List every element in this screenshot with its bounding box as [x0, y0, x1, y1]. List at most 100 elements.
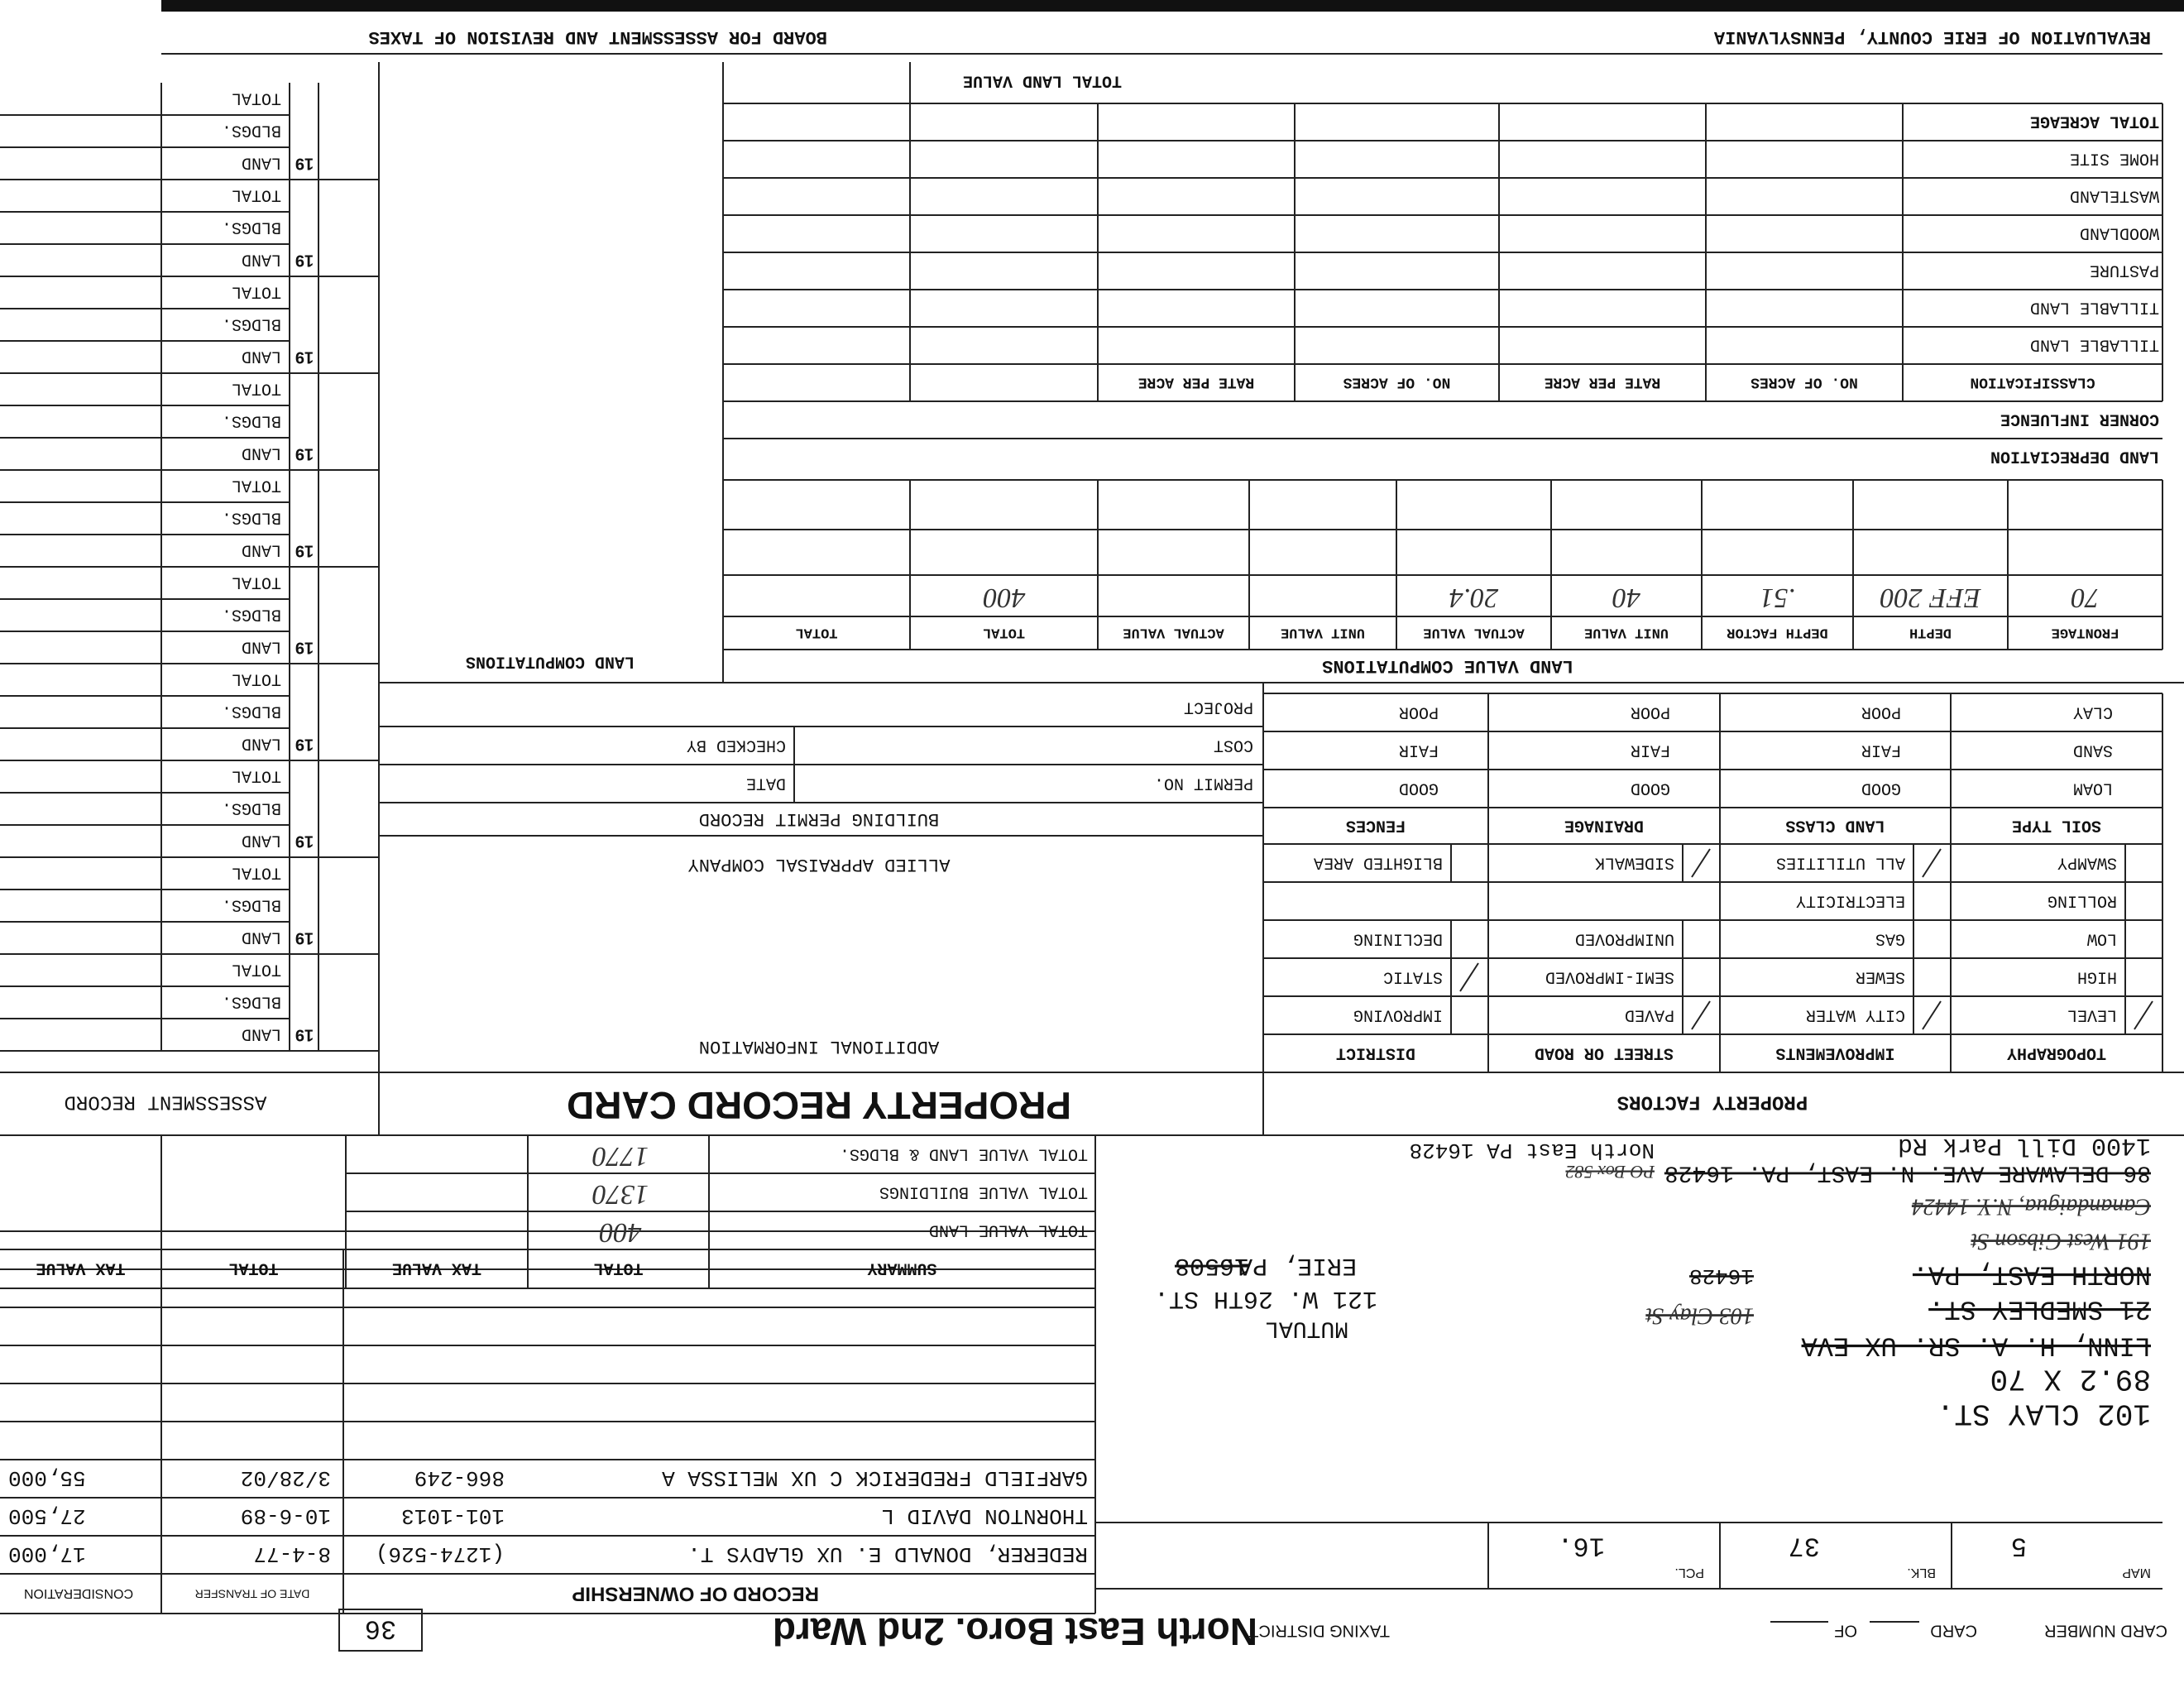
card-number-label: CARD NUMBER [2044, 1622, 2167, 1640]
soil-option: LOAM [2073, 779, 2113, 798]
year-prefix: 19 [295, 348, 314, 367]
additional-title: ADDITIONAL INFORMATION [699, 1036, 939, 1057]
land-value-header: DEPTH FACTOR [1726, 625, 1827, 640]
address-line: 89.2 X 70 [1990, 1361, 2151, 1395]
permit-label: COST [1214, 736, 1253, 755]
factor-option: LEVEL [2067, 1005, 2117, 1024]
owner-book: 101-1013 [401, 1503, 505, 1528]
land-value-total: 400 [984, 583, 1026, 613]
consideration: 17,000 [8, 1542, 86, 1566]
soil-option: GOOD [1631, 779, 1670, 798]
factor-option: BLIGHTED AREA [1314, 853, 1443, 872]
class-label: WASTELAND [2070, 186, 2159, 205]
assessment-row-label: LAND [242, 250, 281, 269]
land-value-entry: 40 [1612, 583, 1640, 613]
factor-option: SIDEWALK [1595, 853, 1674, 872]
check-mark [1922, 1000, 1942, 1030]
soil-header: LAND CLASS [1785, 816, 1885, 835]
pcl: 16. [1557, 1531, 1605, 1561]
address-line: 102 CLAY ST. [1937, 1396, 2151, 1430]
box [338, 1609, 423, 1652]
address-line: MUTUAL [1265, 1316, 1348, 1341]
corner-influence: CORNER INFLUENCE [2000, 410, 2159, 429]
address-line: Canandaigua, N.Y. 14424 [1912, 1194, 2151, 1220]
address-line: 191 West Gibson St [1970, 1229, 2151, 1254]
address-line: North East PA 16428 [1410, 1138, 1655, 1163]
assessment-row-label: LAND [242, 831, 281, 850]
address-line: LINN, H. A. SR. UX EVA [1801, 1331, 2151, 1361]
factor-option: ROLLING [2048, 891, 2117, 910]
assessment-row-label: TOTAL [232, 669, 281, 688]
soil-option: POOR [1861, 703, 1901, 722]
land-value-header: TOTAL [983, 625, 1025, 640]
check-mark [1922, 848, 1942, 878]
land-depreciation: LAND DEPRECIATION [1990, 447, 2159, 466]
class-label: HOME SITE [2070, 149, 2159, 168]
summary-header: SUMMARY [867, 1259, 936, 1278]
check-mark [2134, 1000, 2153, 1030]
address-line: 103 Clay St [1645, 1303, 1754, 1329]
transfer-date: 8-4-77 [253, 1542, 331, 1566]
factor-option: SEMI-IMPROVED [1545, 967, 1674, 986]
year-prefix: 19 [295, 155, 314, 173]
summary-value: 1770 [592, 1141, 649, 1172]
card-title: PROPERTY RECORD CARD [567, 1084, 1071, 1127]
assessment-record-title: ASSESSMENT RECORD [65, 1091, 267, 1113]
assessment-row-label: BLDGS. [222, 992, 281, 1011]
factor-option: IMPROVING [1353, 1005, 1443, 1024]
class-header: NO. OF ACRES [1343, 373, 1450, 390]
card-upright: REVALUATION OF ERIE COUNTY, PENNSYLVANIA… [0, 0, 2184, 1653]
blk: 37 [1789, 1531, 1820, 1561]
year-prefix: 19 [295, 736, 314, 754]
permit-label: PROJECT [1184, 698, 1253, 717]
assessment-row-label: LAND [242, 444, 281, 463]
year-prefix: 19 [295, 929, 314, 947]
soil-header: DRAINAGE [1564, 816, 1644, 835]
class-label: TOTAL ACREAGE [2030, 112, 2159, 131]
assessment-row-label: TOTAL [232, 185, 281, 204]
summary-header: TOTAL [228, 1259, 278, 1278]
address-line: 21 SMEDLEY ST. [1928, 1294, 2151, 1325]
factor-option: UNIMPROVED [1575, 929, 1674, 948]
transfer-date: 3/28/02 [241, 1465, 331, 1490]
factor-option: STATIC [1383, 967, 1443, 986]
summary-header: TOTAL [593, 1259, 643, 1278]
land-value-entry: EFF 200 [1880, 583, 1982, 613]
company: ALLIED APPRAISAL COMPANY [688, 854, 951, 875]
owner-name: REDERER, DONALD E. UX GLADYS T. [687, 1542, 1088, 1566]
soil-option: CLAY [2073, 703, 2113, 722]
assessment-row-label: BLDGS. [222, 411, 281, 430]
factor-option: CITY WATER [1806, 1005, 1905, 1024]
consideration-label: CONSIDERATION [24, 1586, 133, 1600]
address-line: PO Box 582 [1565, 1162, 1655, 1182]
class-header: RATE PER ACRE [1138, 373, 1255, 390]
class-header: NO. OF ACRES [1751, 373, 1858, 390]
consideration: 55,000 [8, 1465, 86, 1490]
soil-option: GOOD [1399, 779, 1439, 798]
check-mark [1691, 848, 1711, 878]
class-label: TILLABLE LAND [2030, 335, 2159, 354]
of-label: OF [1834, 1622, 1857, 1640]
address-line: NORTH EAST, PA. [1913, 1259, 2151, 1290]
map: 5 [2011, 1531, 2027, 1561]
assessment-row-label: BLDGS. [222, 508, 281, 527]
permit-label: PERMIT NO. [1154, 774, 1253, 793]
year-prefix: 19 [295, 542, 314, 560]
soil-option: FAIR [1861, 741, 1901, 760]
assessment-row-label: TOTAL [232, 89, 281, 108]
soil-option: GOOD [1861, 779, 1901, 798]
assessment-row-label: LAND [242, 153, 281, 172]
soil-option: FAIR [1631, 741, 1670, 760]
owner-name: THORNTON DAVID L [881, 1503, 1088, 1528]
owner-name: GARFIELD FREDERICK C UX MELISSA A [662, 1465, 1088, 1490]
summary-row-label: TOTAL VALUE LAND & BLDGS. [840, 1144, 1088, 1163]
assessment-row-label: TOTAL [232, 573, 281, 592]
assessment-row-label: LAND [242, 637, 281, 656]
summary-row-label: TOTAL VALUE LAND [929, 1220, 1088, 1240]
assessment-row-label: TOTAL [232, 863, 281, 882]
land-value-entry: .51 [1760, 583, 1795, 613]
class-label: TILLABLE LAND [2030, 298, 2159, 317]
factor-header: TOPOGRAPHY [2007, 1043, 2106, 1062]
factor-option: DECLINING [1353, 929, 1443, 948]
class-label: WOODLAND [2080, 223, 2159, 242]
